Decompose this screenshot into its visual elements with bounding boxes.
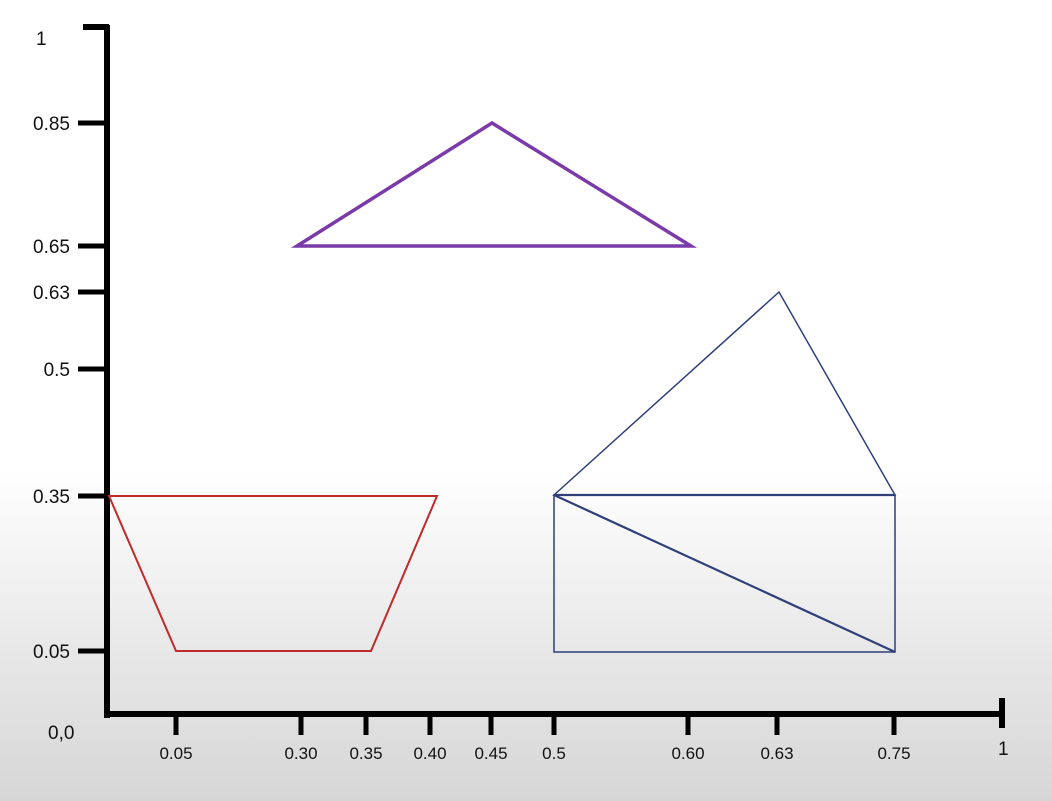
- x-axis-end-label: 1: [998, 739, 1009, 760]
- red-trapezoid: [107, 495, 439, 652]
- blue-diagonal: [553, 494, 896, 653]
- x-tick-label-0: 0.05: [159, 744, 192, 763]
- y-tick-label-5: 0.05: [33, 642, 70, 663]
- x-tick-label-3: 0.40: [413, 744, 446, 763]
- purple-triangle: [290, 120, 698, 248]
- x-tick-label-7: 0.63: [760, 744, 793, 763]
- blue-triangle: [552, 290, 897, 496]
- x-tick-label-5: 0.5: [542, 744, 566, 763]
- y-tick-label-0: 0.85: [33, 114, 70, 135]
- y-tick-label-1: 0.65: [33, 237, 70, 258]
- x-tick-label-6: 0.60: [671, 744, 704, 763]
- x-tick-label-8: 0.75: [877, 744, 910, 763]
- x-ticks: 0.05 0.30 0.35 0.40 0.45 0.5 0.60 0.63 0.75: [159, 714, 911, 763]
- x-tick-label-1: 0.30: [284, 744, 317, 763]
- origin-label: 0,0: [48, 723, 74, 744]
- y-tick-label-3: 0.5: [44, 360, 70, 381]
- x-tick-label-4: 0.45: [474, 744, 507, 763]
- y-tick-label-2: 0.63: [33, 283, 70, 304]
- y-axis-top-label: 1: [36, 29, 47, 50]
- x-tick-label-2: 0.35: [349, 744, 382, 763]
- y-tick-label-4: 0.35: [33, 487, 70, 508]
- y-ticks: 0.85 0.65 0.63 0.5 0.35 0.05: [33, 114, 107, 663]
